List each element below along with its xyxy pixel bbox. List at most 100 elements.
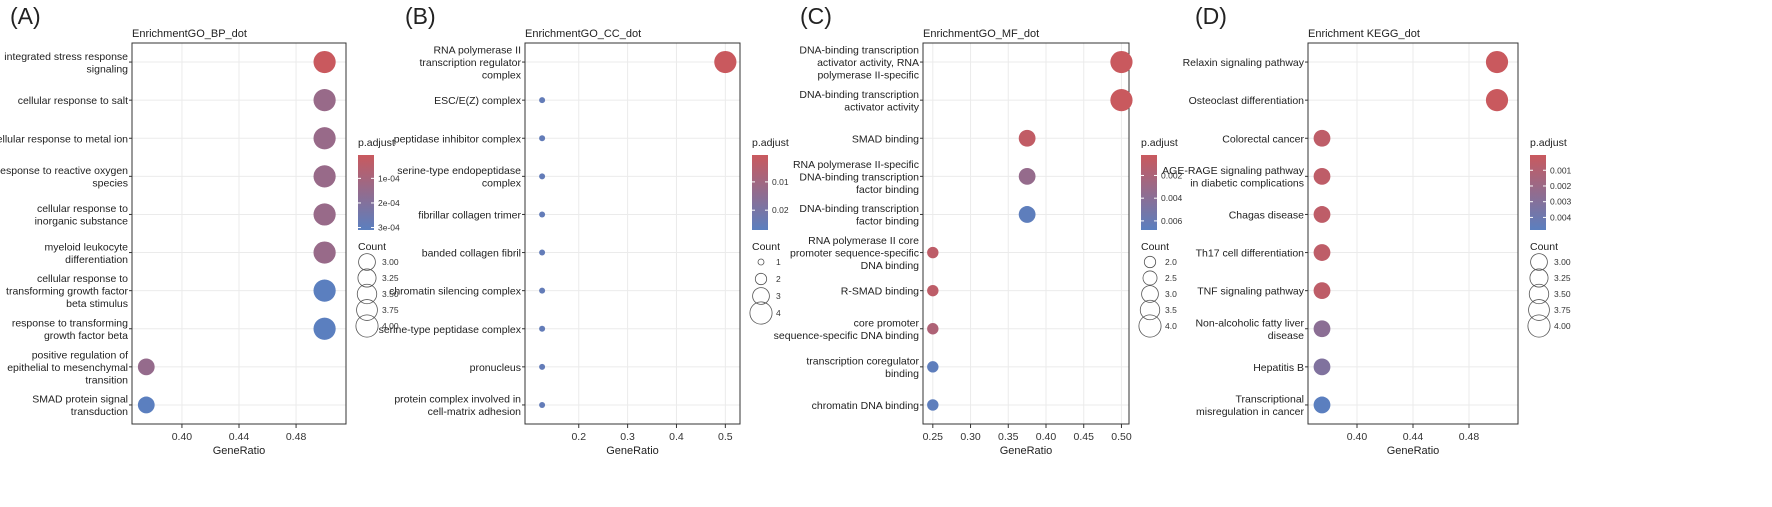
- legend-color-tick-label: 0.02: [772, 205, 789, 215]
- category-label-line: cellular response to: [37, 273, 128, 285]
- category-label-line: TNF signaling pathway: [1197, 286, 1305, 298]
- legend-color-title: p.adjust: [752, 137, 789, 149]
- category-label-line: activator activity, RNA: [817, 57, 919, 69]
- category-label-line: factor binding: [856, 216, 919, 228]
- legend-color-title: p.adjust: [358, 137, 395, 149]
- category-label-line: chromatin DNA binding: [812, 400, 920, 412]
- category-label-line: Th17 cell differentiation: [1196, 248, 1305, 260]
- legend-size-circle: [1143, 255, 1157, 269]
- category-label: Relaxin signaling pathway: [1183, 57, 1305, 69]
- category-label: SMAD protein signal transduction: [32, 394, 128, 419]
- category-label-line: cell-matrix adhesion: [428, 406, 522, 418]
- legend-size-circle: [1528, 299, 1550, 321]
- category-label-line: DNA binding: [861, 260, 920, 272]
- category-label-line: Relaxin signaling pathway: [1183, 57, 1305, 69]
- data-point: [539, 363, 546, 370]
- category-label-line: differentiation: [65, 254, 128, 266]
- category-label-line: transforming growth factor: [6, 286, 128, 298]
- legend-size-circle: [356, 283, 378, 305]
- category-label: DNA-binding transcription activator activ…: [799, 89, 919, 114]
- category-label: response to transforming growth factor be…: [12, 318, 128, 343]
- category-label-line: fibrillar collagen trimer: [418, 209, 521, 221]
- legend-size-circle: [355, 314, 379, 338]
- legend-color-tick-label: 0.002: [1550, 181, 1572, 191]
- category-label-line: myeloid leukocyte: [45, 241, 129, 253]
- category-label: chromatin DNA binding: [812, 400, 920, 412]
- category-label-line: activator activity: [844, 101, 919, 113]
- legend-size-label: 3.5: [1165, 305, 1177, 315]
- legend-color-bar: [1530, 155, 1546, 230]
- category-label-line: core promoter: [854, 318, 920, 330]
- category-label: SMAD binding: [852, 133, 919, 145]
- category-label-line: DNA-binding transcription: [799, 203, 919, 215]
- legend-size-label: 2.0: [1165, 257, 1177, 267]
- category-label-line: protein complex involved in: [394, 394, 521, 406]
- x-axis-label: GeneRatio: [213, 445, 266, 457]
- panel-d: (D) Enrichment KEGG_dot 0.40 0.44 0.48 GeneRa…: [1162, 3, 1571, 457]
- data-point: [714, 50, 737, 74]
- legend-color-bar: [358, 155, 374, 230]
- panel-c: (C) EnrichmentGO_MF_dot 0.25 0.30 0.35 0.40 0.…: [774, 3, 1183, 457]
- legend-size-circle: [754, 272, 768, 286]
- category-label-line: misregulation in cancer: [1196, 406, 1304, 418]
- legend-size-circle: [749, 301, 773, 325]
- data-point: [1313, 320, 1331, 338]
- category-label-line: DNA-binding transcription: [799, 89, 919, 101]
- data-point: [1018, 167, 1036, 185]
- legend-color-tick-label: 0.004: [1550, 212, 1572, 222]
- category-label-line: cellular response to metal ion: [0, 133, 128, 145]
- legend-size-circle: [1141, 285, 1159, 303]
- legend-size-label: 3.25: [1554, 273, 1571, 283]
- legend-color-bar: [752, 155, 768, 230]
- category-label: cellular response to salt: [18, 95, 128, 107]
- x-tick-label: 0.5: [718, 431, 733, 443]
- category-label: cellular response to metal ion: [0, 133, 128, 145]
- category-label: Hepatitis B: [1253, 362, 1304, 374]
- category-label: core promoter sequence-specific DNA bindi…: [774, 318, 920, 343]
- category-label-line: Transcriptional: [1236, 394, 1304, 406]
- category-label-line: ESC/E(Z) complex: [434, 95, 522, 107]
- category-label-line: signaling: [87, 63, 129, 75]
- x-tick-label: 0.50: [1111, 431, 1132, 443]
- category-label-line: species: [92, 178, 128, 190]
- legend-size-circle: [1529, 268, 1549, 288]
- legend-size-label: 3.75: [382, 305, 399, 315]
- legend-size-circle: [752, 287, 770, 305]
- legend-size-circle: [1138, 314, 1162, 338]
- data-point: [313, 241, 336, 264]
- panel-label: (C): [800, 3, 832, 29]
- category-label-line: DNA-binding transcription: [799, 171, 919, 183]
- x-tick-label: 0.25: [923, 431, 944, 443]
- x-tick-label: 0.35: [998, 431, 1019, 443]
- data-point: [927, 399, 939, 411]
- category-label-line: DNA-binding transcription: [799, 45, 919, 57]
- x-tick-label: 0.48: [1459, 431, 1480, 443]
- data-point: [1313, 282, 1331, 300]
- x-tick-label: 0.45: [1074, 431, 1095, 443]
- x-tick-label: 0.3: [620, 431, 635, 443]
- data-point: [539, 249, 546, 256]
- category-label: serine-type endopeptidase complex: [397, 165, 522, 190]
- category-label-line: RNA polymerase II core: [808, 235, 919, 247]
- category-label: cellular response to transforming growth …: [6, 273, 128, 310]
- legend-size-circle: [1142, 270, 1158, 286]
- category-label: Transcriptional misregulation in cancer: [1196, 394, 1304, 419]
- category-label-line: R-SMAD binding: [841, 286, 919, 298]
- category-label: banded collagen fibril: [422, 248, 521, 260]
- data-point: [927, 361, 939, 373]
- legend-size-circle: [1527, 314, 1551, 338]
- category-label-line: growth factor beta: [44, 330, 128, 342]
- legend-color-bar: [1141, 155, 1157, 230]
- legend-size-label: 3.75: [1554, 305, 1571, 315]
- legend-size-title: Count: [752, 241, 780, 253]
- data-point: [1313, 396, 1331, 414]
- category-label-line: Hepatitis B: [1253, 362, 1304, 374]
- panel-a: (A) EnrichmentGO_BP_dot 0.40 0.44 0.48 GeneRa…: [0, 3, 400, 457]
- data-point: [137, 396, 155, 414]
- data-point: [539, 173, 546, 180]
- legend-size-label: 4: [776, 308, 781, 318]
- data-point: [313, 89, 336, 112]
- category-label-line: serine-type endopeptidase: [397, 165, 521, 177]
- x-tick-label: 0.44: [229, 431, 250, 443]
- category-label-line: integrated stress response: [4, 51, 128, 63]
